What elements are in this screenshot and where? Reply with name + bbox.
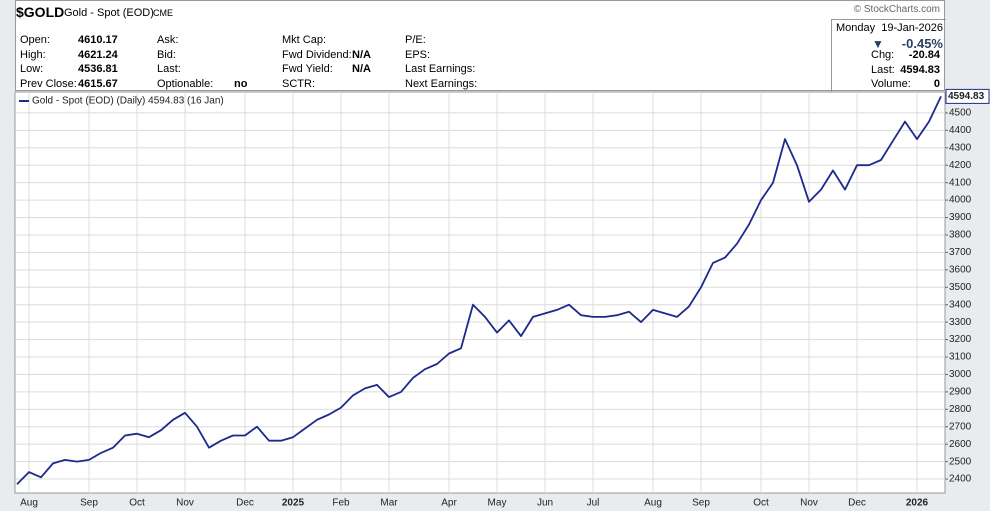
watermark: © StockCharts.com (853, 4, 940, 15)
field-value: 4615.67 (78, 77, 118, 90)
x-tick-label: Mar (380, 498, 398, 509)
quote-panel: $GOLD Gold - Spot (EOD) CME © StockChart… (15, 0, 946, 92)
last-value-label: 4594.83 (948, 91, 985, 102)
x-tick-label: Oct (753, 498, 769, 509)
y-tick-label: 2600 (949, 439, 972, 450)
x-tick-label: Nov (176, 498, 194, 509)
quote-value: 4594.83 (900, 63, 940, 76)
y-tick-label: 3300 (949, 317, 972, 328)
y-tick-label: 3800 (949, 230, 972, 241)
quote-label: Last: (871, 63, 895, 76)
y-tick-label: 4300 (949, 142, 972, 153)
x-tick-label: 2025 (282, 498, 305, 509)
quote-value: 0 (933, 78, 940, 90)
field-label: Ask: (157, 34, 179, 46)
x-tick-label: May (488, 498, 507, 509)
x-tick-label: Jun (537, 498, 553, 509)
y-tick-label: 3500 (949, 282, 972, 293)
x-tick-label: Aug (644, 498, 662, 509)
quote-box: Monday 19-Jan-2026 ▼ -0.45% (831, 19, 946, 92)
y-tick-label: 2900 (949, 387, 972, 398)
last-value-box (945, 88, 990, 104)
x-tick-label: 2026 (906, 498, 929, 509)
x-tick-label: Dec (236, 498, 254, 509)
legend-label: Gold - Spot (EOD) (Daily) 4594.83 (16 Ja… (32, 96, 224, 107)
x-tick-label: Aug (20, 498, 38, 509)
field-label: Prev Close: (20, 77, 77, 90)
y-tick-label: 2700 (949, 421, 972, 432)
y-tick-label: 2400 (949, 474, 972, 485)
y-tick-label: 4000 (949, 195, 972, 206)
y-tick-label: 3100 (949, 352, 972, 363)
price-line (16, 96, 942, 485)
x-tick-label: Apr (441, 498, 457, 509)
x-tick-label: Feb (332, 498, 350, 509)
field-value: N/A (352, 63, 371, 75)
y-tick-label: 4500 (949, 108, 972, 119)
field-label: Next Earnings: (405, 77, 478, 90)
field-label: Open: (20, 34, 50, 46)
x-tick-label: Sep (80, 498, 98, 509)
y-tick-label: 4400 (949, 125, 972, 136)
field-label: High: (20, 48, 46, 61)
exchange: CME (153, 8, 173, 18)
y-tick-label: 3700 (949, 247, 972, 258)
field-value: no (234, 77, 248, 90)
field-label: Optionable: (157, 77, 214, 90)
y-tick-label: 2500 (949, 456, 972, 467)
field-label: EPS: (405, 48, 431, 61)
ticker: $GOLD (16, 4, 65, 20)
quote-value: -20.84 (908, 49, 940, 61)
field-label: Mkt Cap: (282, 34, 327, 46)
y-tick-label: 3600 (949, 264, 972, 275)
quote-date: Monday 19-Jan-2026 (835, 22, 943, 34)
field-label: Fwd Dividend: (282, 48, 352, 61)
field-label: Bid: (157, 48, 176, 61)
y-tick-label: 4100 (949, 177, 972, 188)
y-tick-label: 2800 (949, 404, 972, 415)
down-arrow: ▼ (872, 37, 884, 51)
field-value: 4610.17 (78, 34, 118, 46)
field-label: Last: (157, 63, 181, 75)
field-value: 4536.81 (78, 63, 118, 75)
y-tick-label: 3900 (949, 212, 972, 223)
change-pct: -0.45% (901, 36, 943, 51)
y-tick-label: 3000 (949, 369, 972, 380)
instrument-name: Gold - Spot (EOD) (64, 7, 154, 19)
field-label: Low: (20, 63, 44, 75)
field-label: P/E: (405, 34, 426, 46)
field-label: Fwd Yield: (282, 63, 333, 75)
x-tick-label: Oct (129, 498, 145, 509)
quote-label: Chg: (871, 49, 895, 61)
x-tick-label: Jul (587, 498, 600, 509)
field-label: SCTR: (282, 77, 315, 90)
quote-label: Volume: (871, 78, 911, 90)
x-tick-label: Nov (800, 498, 818, 509)
x-tick-label: Dec (848, 498, 866, 509)
x-tick-label: Sep (692, 498, 710, 509)
plot-area (14, 91, 946, 494)
field-value: N/A (352, 48, 371, 61)
field-label: Last Earnings: (405, 63, 476, 75)
y-tick-label: 4200 (949, 160, 972, 171)
y-tick-label: 3400 (949, 299, 972, 310)
y-tick-label: 3200 (949, 334, 972, 345)
field-value: 4621.24 (78, 48, 118, 61)
